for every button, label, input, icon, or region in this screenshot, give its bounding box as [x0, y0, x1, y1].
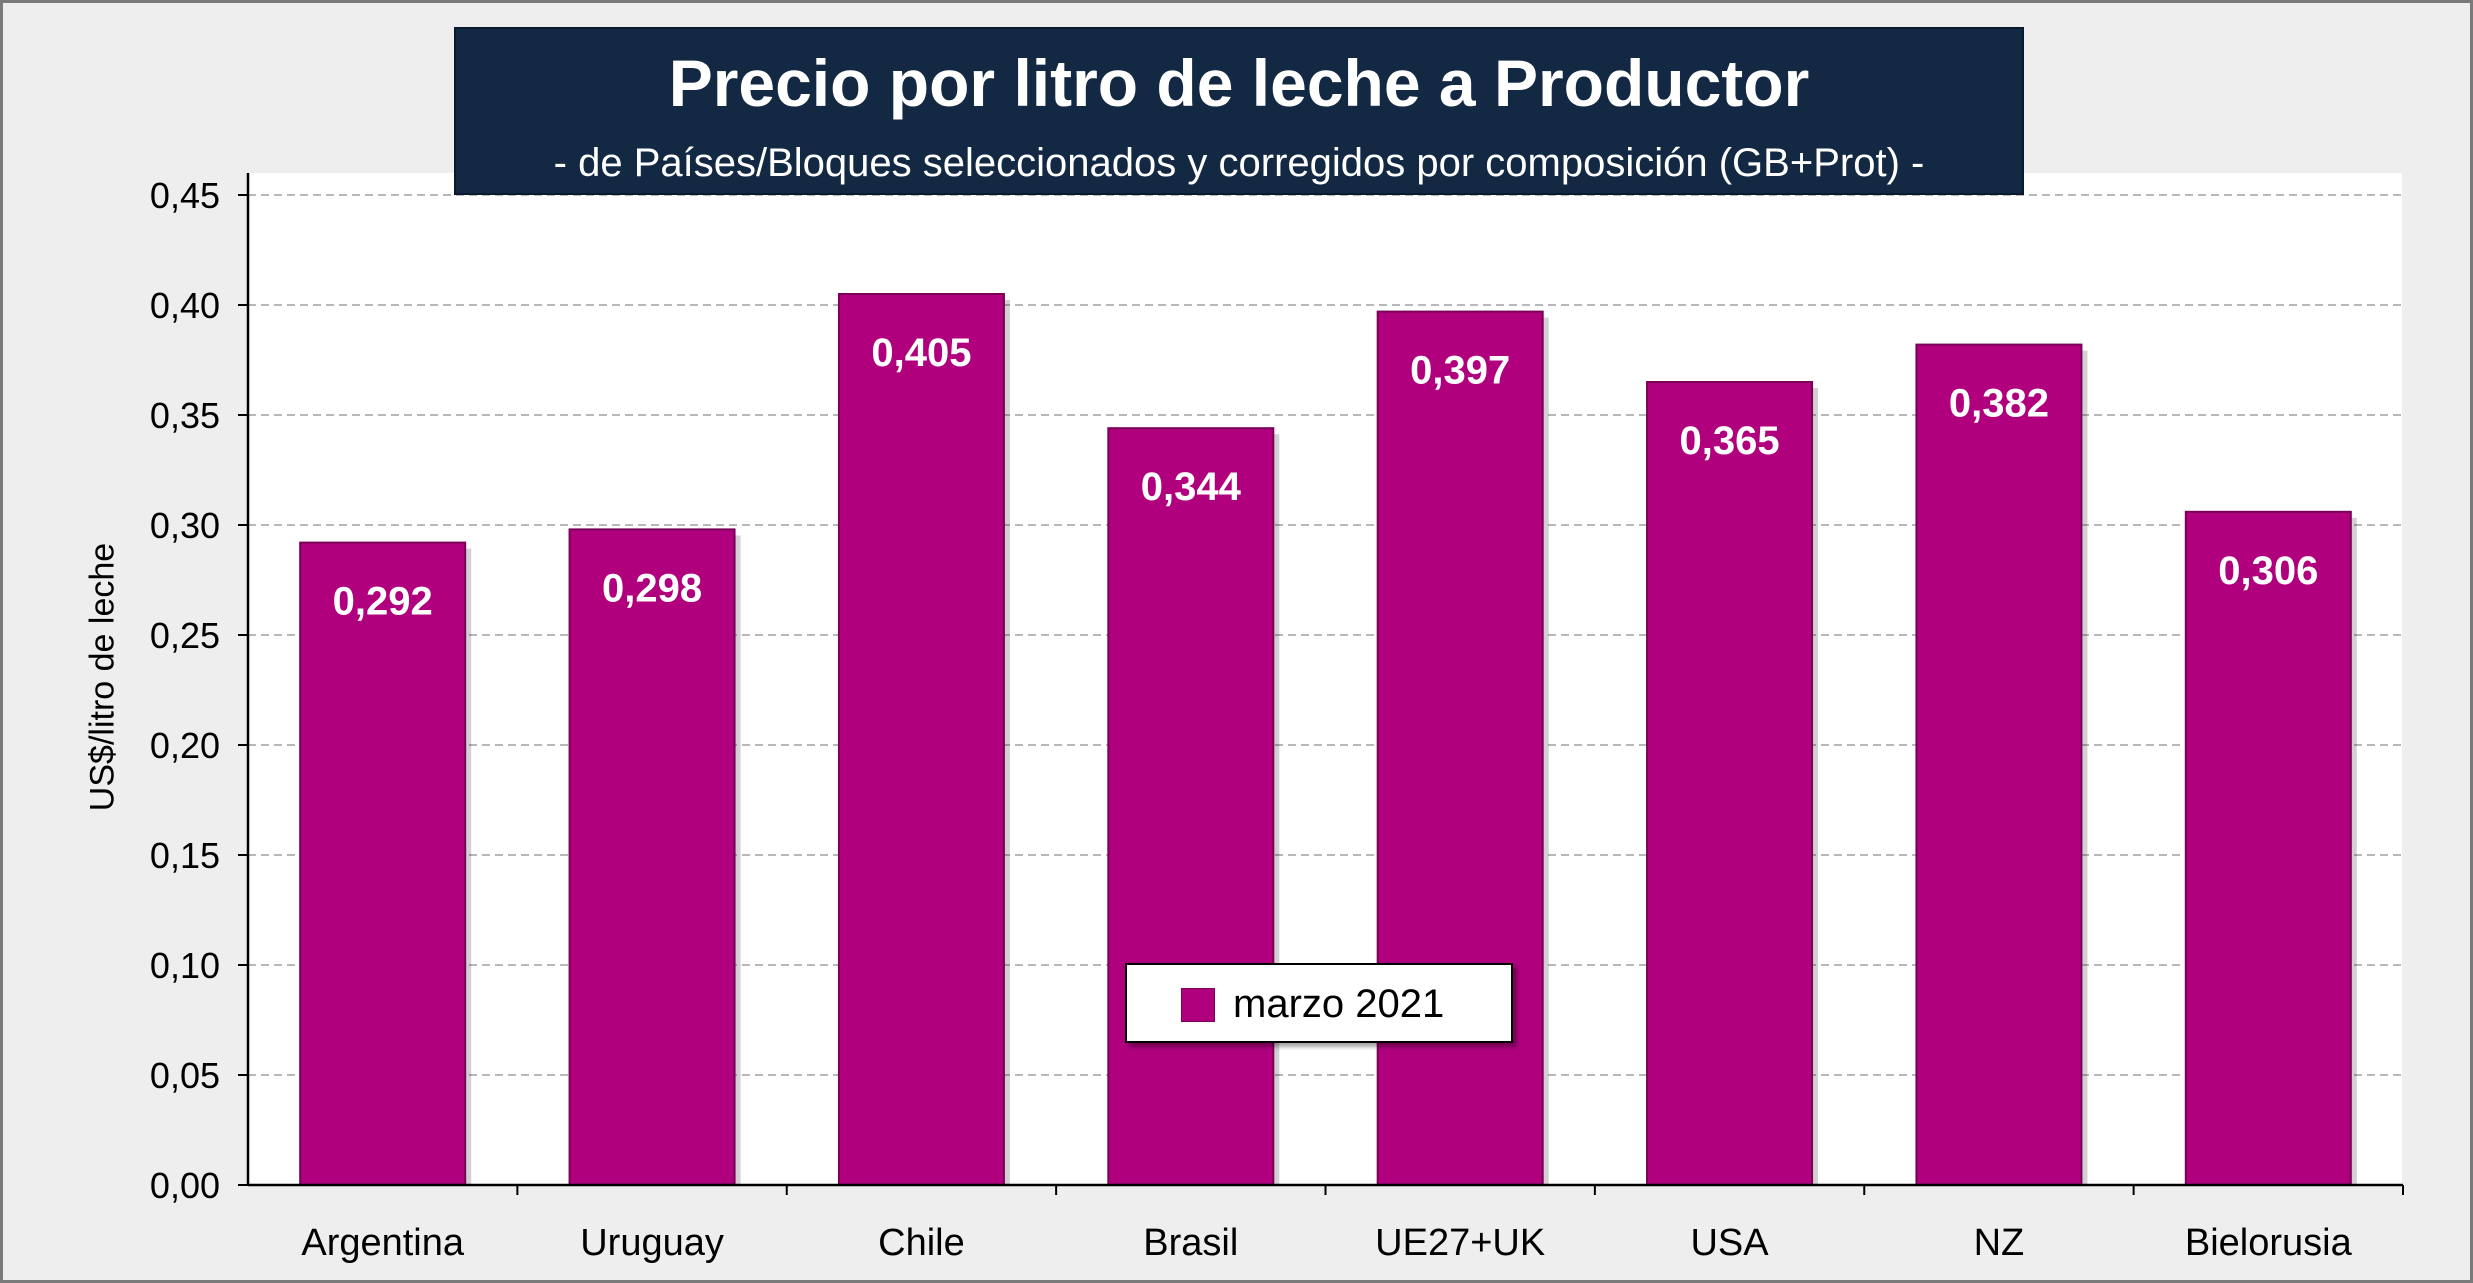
legend-swatch — [1181, 988, 1215, 1022]
legend: marzo 2021 — [1125, 963, 1513, 1043]
chart-subtitle: - de Países/Bloques seleccionados y corr… — [553, 141, 1925, 185]
y-tick-label: 0,45 — [150, 175, 220, 216]
chart-title: Precio por litro de leche a Productor — [668, 46, 1810, 120]
y-tick-label: 0,15 — [150, 835, 220, 876]
bar — [1376, 310, 1544, 1187]
bar — [837, 293, 1005, 1186]
y-tick-label: 0,20 — [150, 725, 220, 766]
x-tick-label: USA — [1690, 1222, 1769, 1264]
data-label: 0,397 — [1410, 349, 1510, 393]
x-tick-label: NZ — [1974, 1222, 2025, 1264]
data-label: 0,306 — [2218, 549, 2318, 593]
data-label: 0,405 — [871, 331, 971, 375]
bar — [1107, 427, 1275, 1186]
legend-label: marzo 2021 — [1233, 982, 1445, 1026]
y-tick-label: 0,25 — [150, 615, 220, 656]
bar — [2184, 510, 2352, 1186]
y-tick-label: 0,30 — [150, 505, 220, 546]
title-box: Precio por litro de leche a Productor - … — [454, 27, 2024, 195]
data-label: 0,292 — [333, 580, 433, 624]
bar — [568, 528, 736, 1186]
y-tick-label: 0,10 — [150, 945, 220, 986]
y-tick-label: 0,00 — [150, 1165, 220, 1206]
x-tick-label: Chile — [878, 1222, 965, 1264]
data-label: 0,344 — [1141, 465, 1242, 509]
y-tick-label: 0,35 — [150, 395, 220, 436]
bar — [299, 541, 467, 1186]
y-tick-label: 0,05 — [150, 1055, 220, 1096]
x-tick-label: Argentina — [301, 1222, 465, 1264]
x-tick-label: Brasil — [1143, 1222, 1238, 1264]
y-tick-label: 0,40 — [150, 285, 220, 326]
y-axis-title: US$/litro de leche — [83, 542, 122, 812]
x-tick-label: Bielorusia — [2185, 1222, 2353, 1264]
bar — [1646, 381, 1814, 1186]
bar-chart: 0,00 0,05 0,10 0,15 0,20 0,25 0,30 0,35 0,40 0,45… — [150, 173, 2404, 1264]
data-label: 0,365 — [1680, 419, 1780, 463]
x-tick-label: Uruguay — [580, 1222, 724, 1264]
data-label: 0,298 — [602, 566, 702, 610]
x-tick-label: UE27+UK — [1375, 1222, 1545, 1264]
data-label: 0,382 — [1949, 382, 2049, 426]
bar — [1915, 343, 2083, 1187]
